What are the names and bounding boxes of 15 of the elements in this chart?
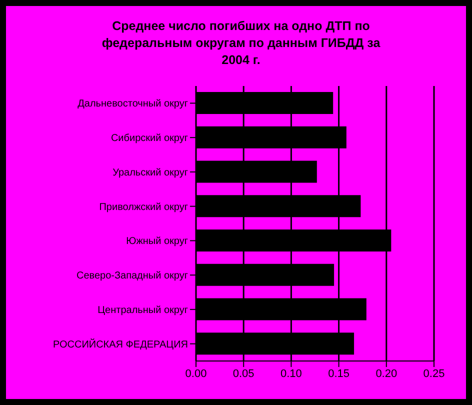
y-tick-label: Северо-Западный округ bbox=[76, 270, 188, 282]
y-tick-label: Южный округ bbox=[126, 236, 188, 248]
y-tick-label: Дальневосточный округ bbox=[78, 98, 188, 110]
x-tick-label: 0.20 bbox=[376, 368, 398, 380]
x-tick-label: 0.00 bbox=[185, 368, 207, 380]
chart-title: Среднее число погибших на одно ДТП по федеральным округам по данным ГИБДД за 2004 г. bbox=[100, 18, 382, 69]
x-tick-label: 0.15 bbox=[328, 368, 350, 380]
x-tick-label: 0.25 bbox=[423, 368, 445, 380]
y-tick-label: Приволжский округ bbox=[99, 202, 188, 213]
x-tick-label: 0.05 bbox=[232, 368, 254, 380]
y-tick-label: Сибирский округ bbox=[110, 133, 188, 144]
y-tick-label: РОССИЙСКАЯ ФЕДЕРАЦИЯ bbox=[53, 337, 188, 350]
y-tick-label: Уральский округ bbox=[112, 167, 188, 178]
x-tick-label: 0.10 bbox=[280, 368, 302, 380]
y-tick-label: Центральный округ bbox=[98, 304, 188, 316]
